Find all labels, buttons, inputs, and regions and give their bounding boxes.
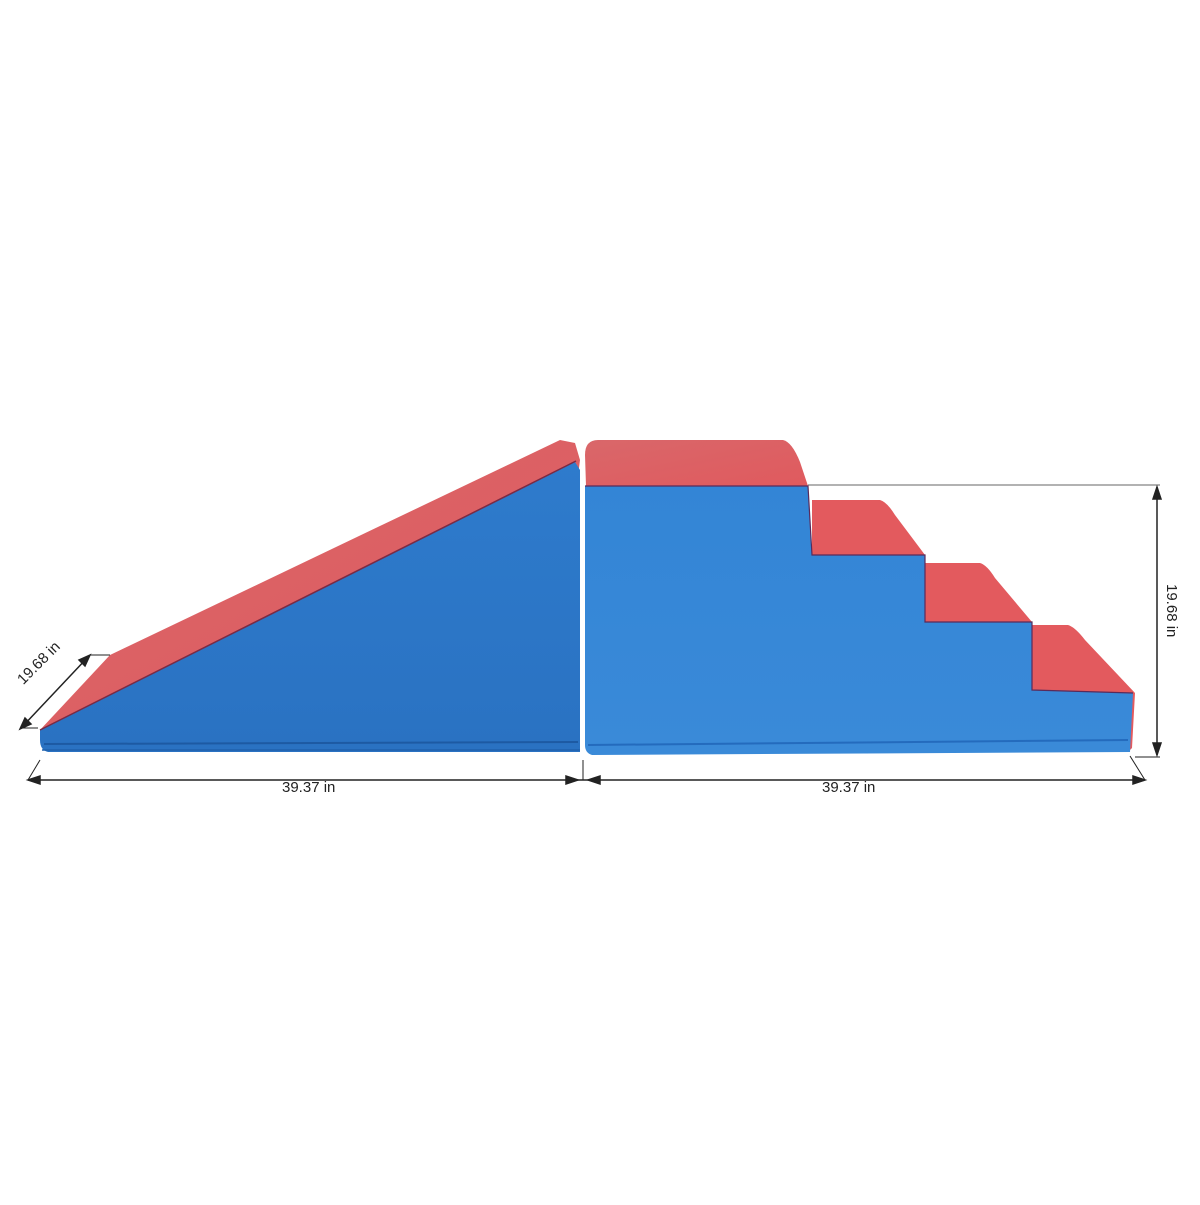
ramp-top-surface <box>40 440 580 730</box>
stairs-side-face <box>585 486 1133 755</box>
stair-step-1 <box>812 500 925 555</box>
stairs-width-label: 39.37 in <box>822 779 876 796</box>
dimension-lines <box>18 484 1163 786</box>
height-label: 19.68 in <box>1163 584 1180 638</box>
stairs <box>585 440 1135 755</box>
stairs-top-surface <box>585 440 808 486</box>
ramp-width-label: 39.37 in <box>282 779 336 796</box>
ramp-side-face <box>40 462 580 752</box>
stair-step-2 <box>925 563 1032 622</box>
ramp <box>39 440 580 752</box>
